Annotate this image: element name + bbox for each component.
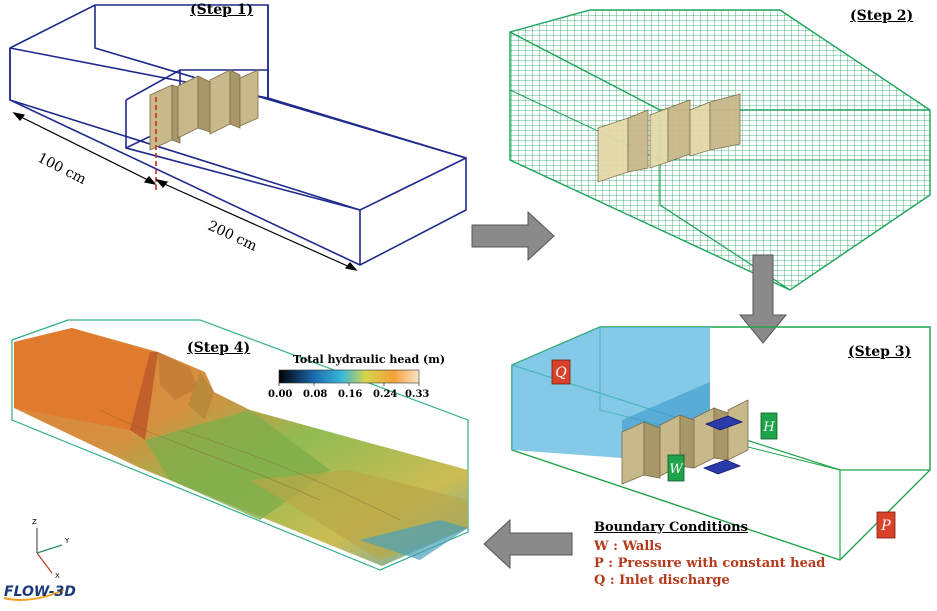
arrow-down-icon — [738, 254, 788, 344]
svg-text:W: W — [669, 462, 684, 477]
colorbar-tick-label: 0.16 — [338, 389, 363, 400]
colorbar-tick-label: 0.00 — [268, 389, 293, 400]
colorbar — [278, 369, 420, 384]
step1-geometry — [9, 4, 467, 266]
colorbar-tick-label: 0.08 — [303, 389, 328, 400]
step4-title: (Step 4) — [187, 340, 251, 356]
step1-baffles — [149, 69, 259, 151]
svg-text:Q: Q — [555, 365, 567, 381]
boundary-condition-pressure: P : Pressure with constant head — [594, 556, 826, 571]
flow3d-logo-swoosh — [3, 589, 65, 601]
step2-baffles — [597, 93, 741, 183]
step4-simulation — [11, 319, 469, 571]
axis-triad — [36, 528, 63, 574]
marker-q: Q — [551, 359, 571, 385]
flow3d-logo: FLOW-3D — [4, 584, 76, 600]
marker-p: P — [876, 511, 896, 539]
axis-z-label: Z — [32, 518, 37, 526]
step1-title: (Step 1) — [190, 2, 254, 18]
step2-mesh — [509, 9, 931, 291]
arrow-left-icon — [483, 518, 573, 570]
dimension-arrows — [12, 112, 358, 271]
axis-y-label: Y — [65, 537, 70, 545]
boundary-condition-inlet: Q : Inlet discharge — [594, 573, 730, 588]
colorbar-tick-label: 0.24 — [373, 389, 398, 400]
step3-outlet-patches — [702, 415, 744, 475]
boundary-condition-walls: W : Walls — [594, 539, 662, 554]
marker-h: H — [760, 412, 778, 440]
step2-title: (Step 2) — [850, 8, 914, 24]
boundary-conditions-title: Boundary Conditions — [594, 520, 748, 535]
axis-x-label: X — [55, 572, 60, 580]
svg-text:P: P — [880, 518, 891, 534]
step3-title: (Step 3) — [848, 344, 912, 360]
colorbar-title: Total hydraulic head (m) — [293, 353, 446, 366]
colorbar-ticks — [278, 383, 420, 386]
arrow-right-icon — [471, 210, 555, 262]
marker-w: W — [667, 454, 685, 482]
colorbar-tick-label: 0.33 — [405, 389, 430, 400]
svg-text:H: H — [762, 420, 775, 435]
